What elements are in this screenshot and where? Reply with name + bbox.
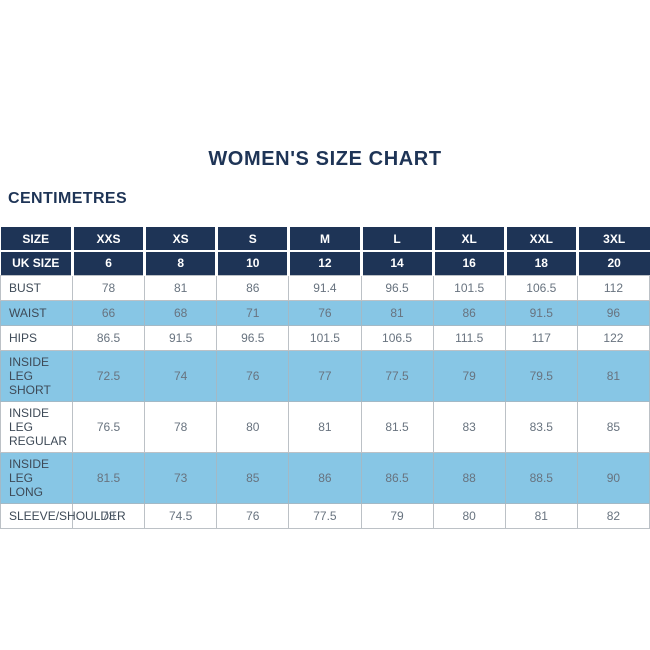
value-cell: 88: [432, 451, 506, 504]
value-cell: 78: [71, 274, 146, 301]
value-cell: 86: [288, 451, 362, 504]
value-cell: 74: [144, 349, 218, 402]
size-table-head: SIZE XXS XS S M L XL XXL 3XL UK SIZE 6 8 10 12 14 16 18 2…: [0, 227, 650, 275]
value-cell: 79.5: [504, 349, 578, 402]
table-row: BUST 78 81 86 91.4 96.5 101.5 106.5 112: [0, 274, 650, 301]
header-row: SIZE XXS XS S M L XL XXL 3XL: [0, 227, 650, 252]
value-cell: 3XL: [577, 227, 650, 252]
row-label-cell: UK SIZE: [0, 251, 74, 275]
value-cell: 91.5: [504, 299, 578, 326]
value-cell: 80: [432, 502, 506, 529]
size-table: SIZE XXS XS S M L XL XXL 3XL UK SIZE 6 8 10 12 14 16 18 2…: [0, 227, 650, 529]
value-cell: 71: [216, 299, 290, 326]
value-cell: 96: [576, 299, 650, 326]
header-row: UK SIZE 6 8 10 12 14 16 18 20: [0, 251, 650, 275]
value-cell: 86.5: [360, 451, 434, 504]
value-cell: XL: [433, 227, 507, 252]
value-cell: 80: [216, 400, 290, 453]
value-cell: 81: [504, 502, 578, 529]
table-row: WAIST 66 68 71 76 81 86 91.5 96: [0, 299, 650, 326]
value-cell: 96.5: [216, 324, 290, 351]
row-label-cell: INSIDE LEG LONG: [0, 451, 73, 504]
value-cell: 77.5: [360, 349, 434, 402]
table-row: HIPS 86.5 91.5 96.5 101.5 106.5 111.5 117 122: [0, 324, 650, 351]
value-cell: 20: [577, 251, 650, 275]
value-cell: 6: [72, 251, 147, 275]
table-row: INSIDE LEG SHORT 72.5 74 76 77 77.5 79 79.5 81: [0, 349, 650, 402]
value-cell: 101.5: [432, 274, 506, 301]
value-cell: 76: [288, 299, 362, 326]
value-cell: 96.5: [360, 274, 434, 301]
value-cell: 74.5: [144, 502, 218, 529]
value-cell: 81.5: [71, 451, 146, 504]
value-cell: 122: [576, 324, 650, 351]
value-cell: 82: [576, 502, 650, 529]
value-cell: 88.5: [504, 451, 578, 504]
value-cell: 8: [144, 251, 219, 275]
value-cell: 86: [432, 299, 506, 326]
table-row: INSIDE LEG LONG 81.5 73 85 86 86.5 88 88.5 90: [0, 451, 650, 504]
value-cell: 73: [71, 502, 146, 529]
row-label-cell: INSIDE LEG REGULAR: [0, 400, 73, 453]
row-label-cell: INSIDE LEG SHORT: [0, 349, 73, 402]
value-cell: 72.5: [71, 349, 146, 402]
value-cell: 14: [361, 251, 435, 275]
value-cell: 76.5: [71, 400, 146, 453]
value-cell: 101.5: [288, 324, 362, 351]
value-cell: 91.5: [144, 324, 218, 351]
value-cell: 81: [144, 274, 218, 301]
value-cell: 79: [360, 502, 434, 529]
value-cell: 68: [144, 299, 218, 326]
row-label-cell: WAIST: [0, 299, 73, 326]
value-cell: 76: [216, 349, 290, 402]
value-cell: 79: [432, 349, 506, 402]
row-label-cell: HIPS: [0, 324, 73, 351]
page-title: WOMEN'S SIZE CHART: [208, 148, 442, 170]
value-cell: 111.5: [432, 324, 506, 351]
row-label-cell: SIZE: [0, 227, 74, 252]
value-cell: 18: [505, 251, 579, 275]
value-cell: 117: [504, 324, 578, 351]
value-cell: 77.5: [288, 502, 362, 529]
value-cell: 10: [216, 251, 291, 275]
value-cell: XS: [144, 227, 219, 252]
value-cell: 106.5: [504, 274, 578, 301]
value-cell: 77: [288, 349, 362, 402]
value-cell: XXL: [505, 227, 579, 252]
value-cell: 66: [71, 299, 146, 326]
value-cell: 78: [144, 400, 218, 453]
value-cell: 106.5: [360, 324, 434, 351]
value-cell: 112: [576, 274, 650, 301]
value-cell: 12: [288, 251, 363, 275]
value-cell: 83.5: [504, 400, 578, 453]
value-cell: 83: [432, 400, 506, 453]
value-cell: 86: [216, 274, 290, 301]
value-cell: 85: [216, 451, 290, 504]
size-table-body: BUST 78 81 86 91.4 96.5 101.5 106.5 112 WAIST 66 68…: [0, 274, 650, 529]
value-cell: 81.5: [360, 400, 434, 453]
row-label-cell: BUST: [0, 274, 73, 301]
value-cell: 76: [216, 502, 290, 529]
value-cell: 81: [576, 349, 650, 402]
value-cell: 85: [576, 400, 650, 453]
row-label-cell: SLEEVE/SHOULDER: [0, 502, 126, 529]
value-cell: S: [216, 227, 291, 252]
value-cell: 90: [576, 451, 650, 504]
value-cell: 86.5: [71, 324, 146, 351]
table-row: INSIDE LEG REGULAR 76.5 78 80 81 81.5 83 83.5 85: [0, 400, 650, 453]
value-cell: 16: [433, 251, 507, 275]
unit-label: CENTIMETRES: [8, 190, 128, 207]
value-cell: 81: [360, 299, 434, 326]
value-cell: 81: [288, 400, 362, 453]
value-cell: L: [361, 227, 435, 252]
table-row: SLEEVE/SHOULDER 73 74.5 76 77.5 79 80 81 82: [0, 502, 650, 529]
value-cell: 91.4: [288, 274, 362, 301]
value-cell: XXS: [72, 227, 147, 252]
value-cell: 73: [144, 451, 218, 504]
value-cell: M: [288, 227, 363, 252]
